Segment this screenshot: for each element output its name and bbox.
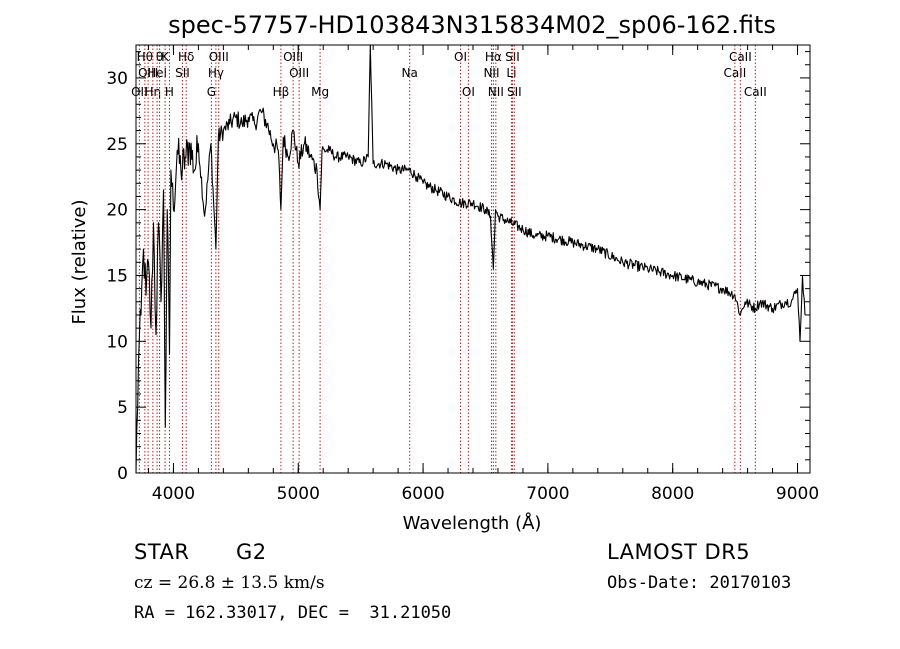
chart-axes: 4000 5000 6000 7000 8000 9000 0 5 10 15 20 25 30 [106,44,819,504]
spectrum-line [135,44,806,474]
spectral-line-label: SII [175,66,190,80]
spectral-line-label: NII [488,85,504,99]
spectral-line-label: NII [483,66,499,80]
x-tick-label: 6000 [401,484,444,504]
spectral-line-label: θ [156,50,163,64]
spectral-line-label: CaII [723,66,746,80]
spectral-line-label: OIII [289,66,309,80]
y-tick-label: 5 [117,398,128,418]
spectral-line-label: Hγ [208,66,224,80]
x-tick-label: 5000 [277,484,320,504]
y-axis-label: Flux (relative) [69,199,90,324]
x-tick-label: 9000 [776,484,819,504]
plot-frame [135,44,811,474]
y-tick-label: 15 [106,266,128,286]
chart-title: spec-57757-HD103843N315834M02_sp06-162.f… [168,11,776,39]
spectral-line-label: G [207,85,216,99]
survey-name: LAMOST DR5 [607,540,751,564]
spectral-line-label: Mg [311,85,329,99]
spectral-line-label: HeI [147,66,167,80]
spectral-line-label: OIII [209,50,229,64]
x-tick-label: 4000 [152,484,195,504]
spectral-line-label: OII [131,85,148,99]
obs-date-text: Obs-Date: 20170103 [607,573,792,593]
y-tick-label: 25 [106,135,128,155]
spectral-line-label: Hα [485,50,502,64]
y-tick-label: 10 [106,332,128,352]
x-tick-label: 8000 [651,484,694,504]
x-axis-label: Wavelength (Å) [403,512,542,534]
spectral-line-label: Hθ [137,50,153,64]
spectral-line-label: OI [454,50,467,64]
spectral-line-label: Na [402,66,418,80]
spectral-line-label: CaII [729,50,752,64]
coordinates-text: RA = 162.33017, DEC = 31.21050 [134,603,452,623]
y-tick-label: 20 [106,201,128,221]
y-tick-label: 30 [106,69,128,89]
object-class: STAR [134,540,190,564]
spectral-line-label: SII [507,85,522,99]
x-tick-label: 7000 [526,484,569,504]
y-tick-label: 0 [117,464,128,484]
spectral-line-label: OIII [283,50,303,64]
spectral-line-label: Hδ [178,50,194,64]
spectral-line-label: K [161,50,170,64]
spectral-line-label: Hη [145,85,162,99]
redshift-text: cz = 26.8 ± 13.5 km/s [134,573,325,593]
spectrum-series [135,44,806,474]
spectral-line-label: Li [506,66,516,80]
spectral-line-markers: OIIHθOIIIHηHeIθKHSIIHδGHγOIIIHβOIIIOIIIM… [131,45,767,473]
spectral-subclass: G2 [236,540,267,564]
spectral-line-label: Hβ [273,85,290,99]
spectral-line-label: CaII [744,85,767,99]
spectral-line-label: OI [462,85,475,99]
spectral-line-label: H [165,85,174,99]
spectral-line-label: SII [505,50,520,64]
